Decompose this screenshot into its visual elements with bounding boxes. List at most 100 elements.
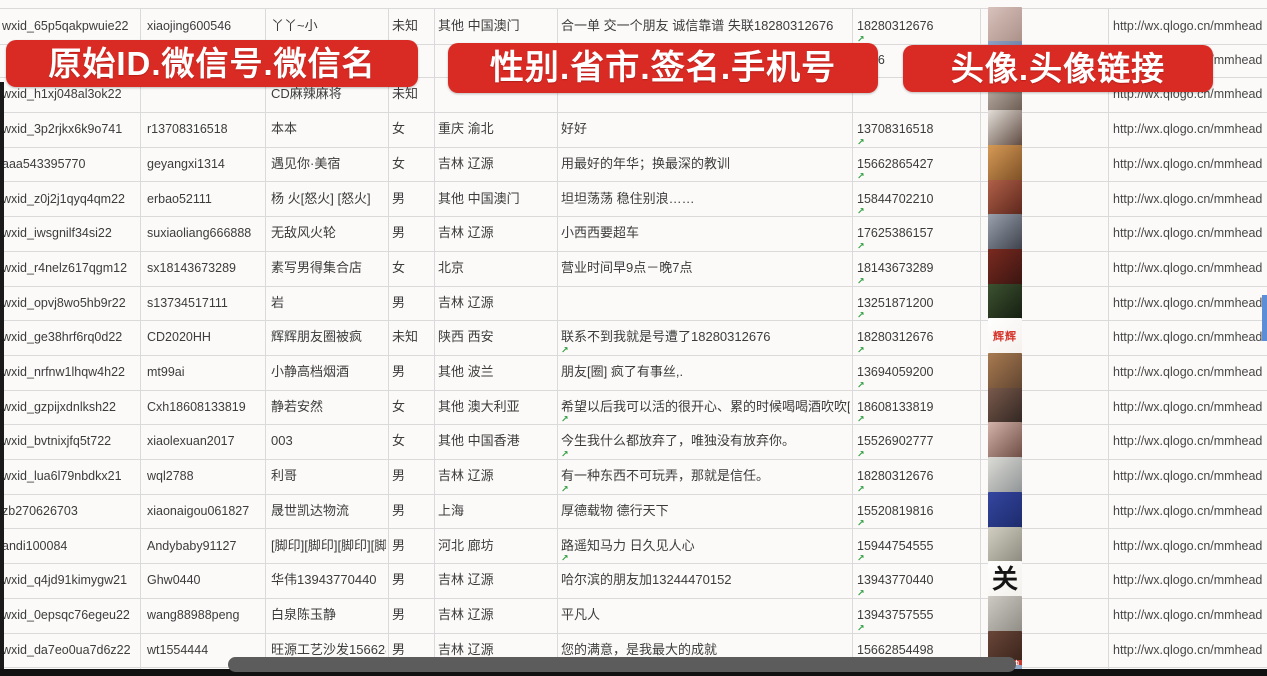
cell-gender[interactable]: 男 <box>392 641 406 657</box>
cell-region[interactable]: 吉林 辽源 <box>438 572 494 588</box>
cell-account[interactable]: xiaojing600546 <box>147 19 232 33</box>
cell-wxid[interactable]: andi100084 <box>2 538 68 553</box>
cell-name[interactable]: 杨 火[怒火] [怒火] <box>271 190 371 206</box>
cell-gender[interactable]: 未知 <box>392 329 419 345</box>
cell-name[interactable]: 华伟13943770440 <box>271 572 377 588</box>
cell-signature[interactable]: 用最好的年华；换最深的教训 <box>561 155 731 171</box>
cell-phone[interactable]: 13708316518 ↗ <box>857 122 934 147</box>
cell-wxid[interactable]: wxid_q4jd91kimygw21 <box>2 573 128 588</box>
cell-link[interactable]: http://wx.qlogo.cn/mmhead <box>1113 191 1263 206</box>
cell-link[interactable]: http://wx.qlogo.cn/mmhead <box>1113 469 1263 484</box>
cell-region[interactable]: 吉林 辽源 <box>438 225 494 241</box>
cell-wxid[interactable]: wxid_r4nelz617qgm12 <box>2 260 128 275</box>
cell-account[interactable]: wql2788 <box>147 469 194 484</box>
cell-gender[interactable]: 女 <box>392 155 406 171</box>
cell-account[interactable]: geyangxi1314 <box>147 156 225 171</box>
cell-account[interactable]: mt99ai <box>147 365 185 379</box>
cell-gender[interactable]: 女 <box>392 398 406 414</box>
cell-name[interactable]: 遇见你·美宿 <box>271 155 341 171</box>
cell-gender[interactable]: 男 <box>392 537 406 553</box>
cell-name[interactable]: 白泉陈玉静 <box>271 606 337 622</box>
cell-link[interactable]: http://wx.qlogo.cn/mmhead <box>1113 538 1263 553</box>
cell-wxid[interactable]: wxid_3p2rjkx6k9o741 <box>2 122 123 137</box>
cell-region[interactable]: 其他 中国香港 <box>438 433 520 449</box>
cell-region[interactable]: 北京 <box>438 259 465 275</box>
cell-account[interactable]: Andybaby91127 <box>147 538 237 553</box>
cell-signature[interactable]: 平凡人 <box>561 606 601 622</box>
cell-name[interactable]: 利哥 <box>271 468 298 484</box>
cell-wxid[interactable]: wxid_iwsgnilf34si22 <box>2 226 112 241</box>
cell-phone[interactable]: 15662865427 ↗ <box>857 156 934 182</box>
cell-wxid[interactable]: wxid_lua6l79nbdkx21 <box>2 469 122 484</box>
cell-account[interactable]: erbao52111 <box>147 191 212 206</box>
cell-gender[interactable]: 女 <box>392 121 406 137</box>
cell-link[interactable]: http://wx.qlogo.cn/mmhead <box>1113 330 1263 345</box>
cell-link[interactable]: http://wx.qlogo.cn/mmhead <box>1113 607 1263 622</box>
cell-gender[interactable]: 未知 <box>392 18 419 33</box>
cell-region[interactable]: 河北 廊坊 <box>438 537 494 553</box>
cell-name[interactable]: 晟世凯达物流 <box>271 502 350 518</box>
cell-region[interactable]: 陕西 西安 <box>438 329 494 345</box>
cell-link[interactable]: http://wx.qlogo.cn/mmhead <box>1113 573 1263 588</box>
cell-name[interactable]: 素写男得集合店 <box>271 259 363 275</box>
cell-phone[interactable]: 15944754555 ↗ <box>857 538 934 564</box>
cell-account[interactable]: Cxh18608133819 <box>147 399 246 414</box>
cell-name[interactable]: 辉辉朋友圈被疯 <box>271 329 363 345</box>
cell-phone[interactable]: 17625386157 ↗ <box>857 226 934 251</box>
cell-link[interactable]: http://wx.qlogo.cn/mmhead <box>1113 295 1263 310</box>
cell-phone[interactable]: 18143673289 ↗ <box>857 260 934 286</box>
cell-region[interactable]: 其他 中国澳门 <box>438 18 520 33</box>
cell-gender[interactable]: 男 <box>392 225 406 241</box>
cell-signature[interactable]: 好好 <box>561 121 588 137</box>
cell-gender[interactable]: 男 <box>392 502 406 518</box>
cell-region[interactable]: 重庆 渝北 <box>438 121 494 137</box>
cell-account[interactable]: suxiaoliang666888 <box>147 226 252 241</box>
cell-account[interactable]: r13708316518 <box>147 122 228 137</box>
cell-wxid[interactable]: wxid_z0j2j1qyq4qm22 <box>2 191 125 206</box>
cell-signature[interactable] <box>561 286 850 321</box>
cell-link[interactable]: http://wx.qlogo.cn/mmhead <box>1113 156 1263 171</box>
cell-phone[interactable]: 13694059200 ↗ <box>857 365 934 390</box>
cell-gender[interactable]: 女 <box>392 259 406 275</box>
cell-signature[interactable]: 营业时间早9点－晚7点 <box>561 259 693 275</box>
cell-phone[interactable]: 13943757555 ↗ <box>857 607 934 633</box>
cell-signature[interactable]: 联系不到我就是号遭了18280312676 ↗ <box>561 329 771 355</box>
cell-region[interactable]: 吉林 辽源 <box>438 294 494 310</box>
cell-account[interactable]: xiaonaigou061827 <box>147 503 250 518</box>
cell-gender[interactable]: 男 <box>392 468 406 484</box>
cell-region[interactable]: 上海 <box>438 502 465 518</box>
cell-gender[interactable]: 未知 <box>392 86 419 102</box>
cell-phone[interactable]: 15526902777 ↗ <box>857 434 934 460</box>
cell-gender[interactable]: 女 <box>392 433 406 449</box>
cell-account[interactable]: wt1554444 <box>147 642 209 657</box>
cell-name[interactable]: 静若安然 <box>271 398 324 414</box>
cell-wxid[interactable]: wxid_nrfnw1lhqw4h22 <box>2 365 125 379</box>
cell-signature[interactable]: 希望以后我可以活的很开心、累的时候喝喝酒吹吹[↗ <box>561 398 850 425</box>
cell-link[interactable]: http://wx.qlogo.cn/mmhead <box>1113 503 1263 518</box>
cell-wxid[interactable]: wxid_0epsqc76egeu22 <box>2 607 130 622</box>
cell-name[interactable]: 旺源工艺沙发15662854 <box>271 641 386 657</box>
cell-link[interactable]: http://wx.qlogo.cn/mmhead <box>1113 122 1263 137</box>
cell-wxid[interactable]: wxid_h1xj048al3ok22 <box>2 87 122 102</box>
cell-link[interactable]: http://wx.qlogo.cn/mmhead <box>1113 642 1263 657</box>
cell-signature[interactable]: 坦坦荡荡 稳住别浪…… <box>561 190 695 206</box>
cell-wxid[interactable]: wxid_gzpijxdnlksh22 <box>2 399 116 414</box>
cell-phone[interactable]: 18280312676 ↗ <box>857 330 934 355</box>
cell-wxid[interactable]: zb270626703 <box>2 503 78 518</box>
cell-wxid[interactable]: wxid_ge38hrf6rq0d22 <box>2 330 123 345</box>
cell-phone[interactable]: 13943770440 ↗ <box>857 573 934 598</box>
cell-phone[interactable]: 15520819816 ↗ <box>857 503 934 529</box>
cell-signature[interactable]: 路遥知马力 日久见人心 ↗ <box>561 537 695 564</box>
cell-signature[interactable]: 朋友[圈] 疯了有事丝,. <box>561 364 684 379</box>
cell-region[interactable]: 吉林 辽源 <box>438 606 494 622</box>
cell-gender[interactable]: 男 <box>392 190 406 206</box>
cell-account[interactable]: xiaolexuan2017 <box>147 434 235 449</box>
cell-name[interactable]: 本本 <box>271 121 298 137</box>
cell-region[interactable]: 其他 波兰 <box>438 364 494 379</box>
cell-gender[interactable]: 男 <box>392 606 406 622</box>
cell-region[interactable]: 其他 中国澳门 <box>438 190 520 206</box>
cell-signature[interactable]: 哈尔滨的朋友加13244470152 <box>561 572 732 588</box>
cell-signature[interactable]: 合一单 交一个朋友 诚信靠谱 失联18280312676 <box>561 18 834 33</box>
cell-account[interactable]: Ghw0440 <box>147 573 201 588</box>
cell-gender[interactable]: 男 <box>392 364 406 379</box>
